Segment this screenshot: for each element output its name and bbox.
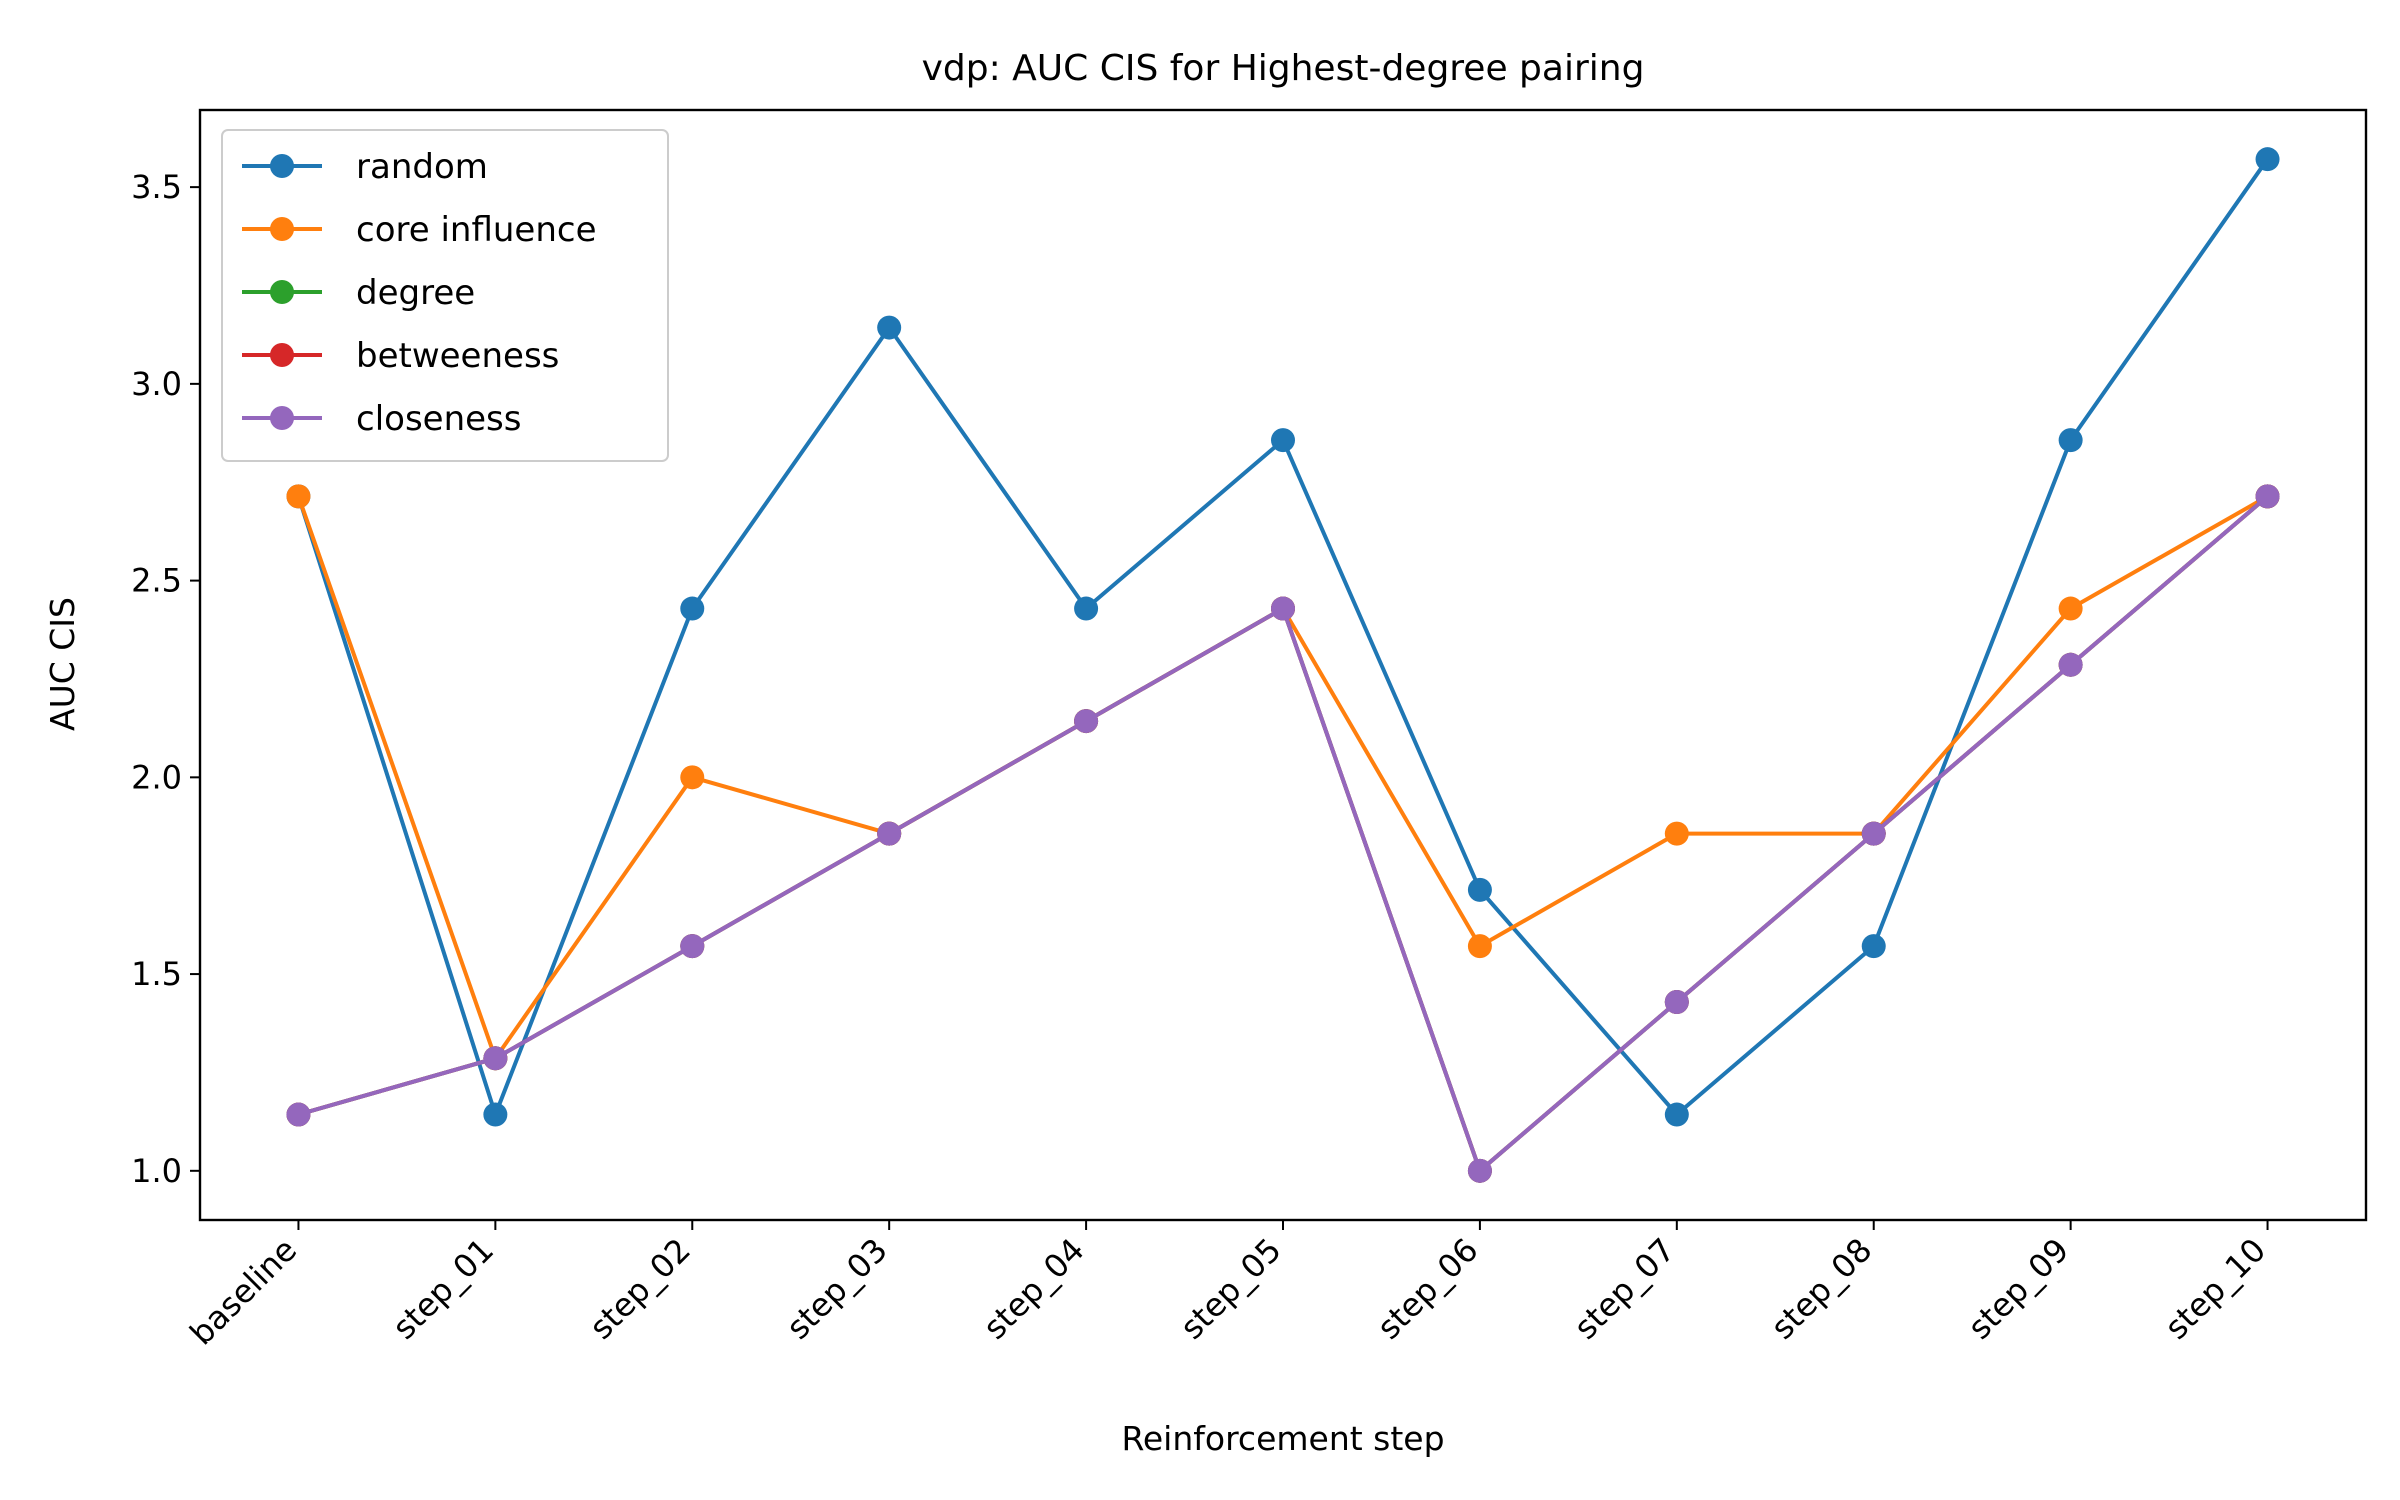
data-point: [1664, 990, 1689, 1015]
legend-label: degree: [356, 273, 475, 313]
data-point: [1861, 934, 1886, 959]
data-point: [877, 315, 902, 340]
chart-title: vdp: AUC CIS for Highest-degree pairing: [922, 48, 1645, 89]
x-axis-label: Reinforcement step: [1121, 1419, 1444, 1458]
y-axis-ticks: 1.0 1.5 2.0 2.5 3.0 3.5: [131, 168, 200, 1190]
legend-item: closeness: [242, 399, 521, 439]
legend-label: betweeness: [356, 336, 559, 376]
data-point: [1467, 877, 1492, 902]
data-point: [1271, 596, 1295, 621]
legend-item: core influence: [242, 210, 597, 250]
data-point: [680, 765, 705, 790]
legend-label: closeness: [356, 399, 521, 439]
y-tick-label: 1.5: [131, 955, 182, 993]
data-point: [286, 1102, 311, 1127]
plot-frame: [198, 108, 2368, 1222]
data-point: [1664, 821, 1689, 846]
y-tick-label: 3.0: [131, 365, 182, 403]
legend-marker: [270, 154, 294, 178]
y-tick-label: 2.5: [131, 562, 182, 600]
legend-marker: [270, 343, 294, 367]
data-point: [2058, 428, 2083, 453]
legend: random core influence degree betweeness clos…: [221, 129, 669, 462]
data-point: [286, 484, 311, 509]
data-point: [2255, 147, 2280, 172]
legend-marker: [270, 280, 294, 304]
data-point: [1467, 934, 1492, 959]
plot-series: [286, 147, 2280, 1183]
y-tick-label: 1.0: [131, 1152, 182, 1190]
data-point: [1861, 821, 1886, 846]
y-tick-label: 3.5: [131, 168, 182, 206]
legend-item: degree: [242, 273, 475, 313]
data-point: [1074, 709, 1099, 734]
data-point: [1664, 1102, 1689, 1127]
data-point: [680, 934, 705, 959]
data-point: [1271, 428, 1295, 453]
data-point: [1074, 596, 1099, 621]
data-point: [2058, 596, 2083, 621]
legend-label: random: [356, 147, 488, 187]
data-point: [2058, 652, 2083, 677]
data-point: [680, 596, 705, 621]
y-axis-label: AUC CIS: [43, 597, 82, 731]
legend-box: [221, 129, 669, 462]
y-tick-label: 2.0: [131, 758, 182, 796]
data-point: [1467, 1158, 1492, 1183]
legend-item: random: [242, 147, 488, 187]
legend-item: betweeness: [242, 336, 559, 376]
data-point: [483, 1046, 508, 1071]
legend-marker: [270, 217, 294, 241]
data-point: [483, 1102, 508, 1127]
data-point: [877, 821, 902, 846]
legend-label: core influence: [356, 210, 597, 250]
data-point: [2255, 484, 2280, 509]
series-closeness: [286, 484, 2280, 1183]
legend-marker: [270, 406, 294, 430]
